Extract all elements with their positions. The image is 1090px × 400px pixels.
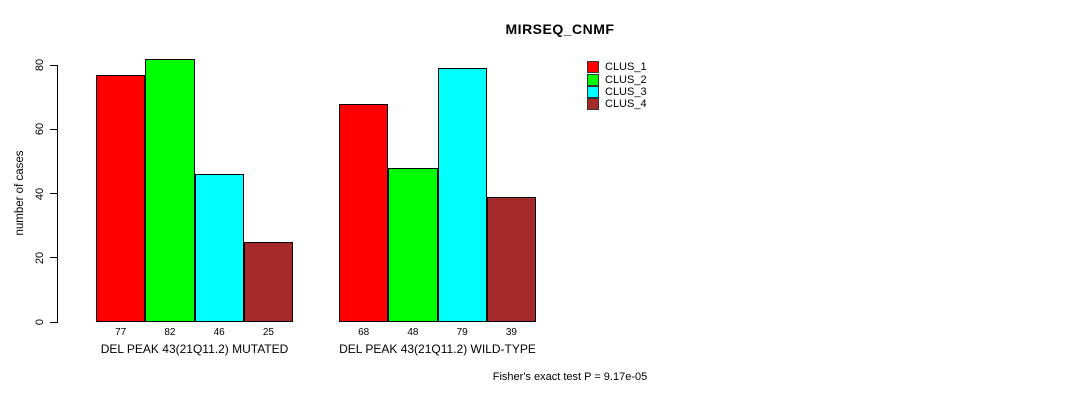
legend-item-clus1: CLUS_1 (587, 61, 647, 74)
legend-label-clus3: CLUS_3 (605, 85, 647, 98)
legend: CLUS_1 CLUS_2 CLUS_3 CLUS_4 (587, 61, 647, 111)
bar-clus_1-group2 (339, 103, 389, 322)
legend-swatch-clus3-icon (587, 85, 599, 98)
y-tick-label-text: 40 (34, 187, 46, 200)
bar-clus_3-group1 (194, 174, 244, 322)
bar-clus_1-group1 (96, 74, 146, 322)
legend-label-clus4: CLUS_4 (605, 98, 647, 111)
y-tick-mark (50, 64, 57, 66)
y-tick-label-text: 20 (34, 251, 46, 264)
y-tick-mark (50, 257, 57, 259)
bar-clus_2-group1 (145, 58, 195, 322)
bar-value-label: 79 (456, 327, 468, 338)
legend-item-clus4: CLUS_4 (587, 98, 647, 111)
legend-item-clus3: CLUS_3 (587, 85, 647, 98)
y-axis-title-text: number of cases (14, 150, 26, 236)
group-label-mutated: DEL PEAK 43(21Q11.2) MUTATED (100, 342, 289, 356)
bar-value-label: 25 (262, 327, 274, 338)
legend-swatch-clus2-icon (587, 73, 599, 86)
bar-clus_2-group2 (388, 167, 438, 322)
bar-value-label: 46 (213, 327, 225, 338)
y-tick-mark (50, 321, 57, 323)
y-tick-label-text: 60 (34, 123, 46, 136)
footnote: Fisher's exact test P = 9.17e-05 (492, 371, 648, 383)
legend-swatch-clus1-icon (587, 61, 599, 74)
bar-clus_4-group2 (486, 196, 536, 322)
bar-value-label: 48 (407, 327, 419, 338)
y-tick-mark (50, 128, 57, 130)
y-axis-line (57, 65, 58, 323)
bar-value-label: 68 (358, 327, 370, 338)
y-tick-mark (50, 193, 57, 194)
bar-clus_4-group1 (243, 241, 293, 322)
bar-value-label: 39 (505, 327, 517, 338)
legend-swatch-clus4-icon (587, 98, 599, 111)
chart-title: MIRSEQ_CNMF (505, 21, 615, 37)
legend-label-clus1: CLUS_1 (605, 61, 647, 74)
bar-value-label: 77 (115, 327, 127, 338)
bar-value-label: 82 (164, 327, 176, 338)
legend-label-clus2: CLUS_2 (605, 73, 647, 86)
bar-clus_3-group2 (437, 68, 487, 322)
group-label-wild-type: DEL PEAK 43(21Q11.2) WILD-TYPE (339, 342, 536, 356)
y-tick-label-text: 80 (34, 58, 46, 72)
y-tick-label-text: 0 (34, 318, 46, 326)
legend-item-clus2: CLUS_2 (587, 73, 647, 86)
